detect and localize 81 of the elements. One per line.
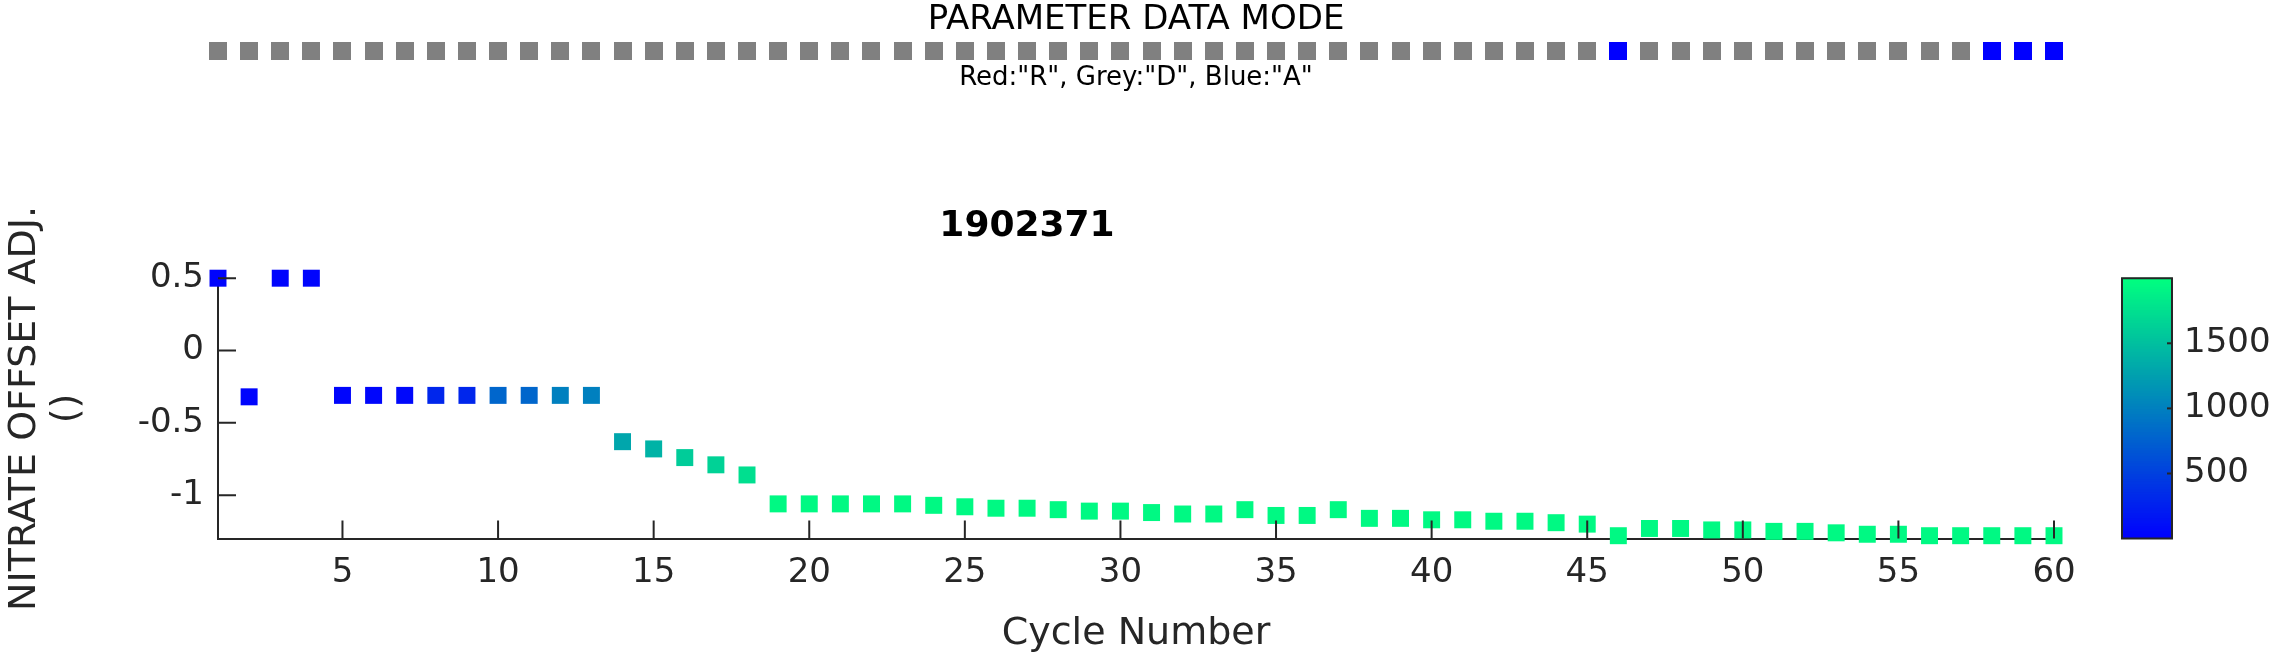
x-tick-label: 5: [331, 549, 354, 590]
point: [1298, 506, 1316, 524]
point: [240, 388, 258, 406]
point: [1796, 522, 1814, 540]
x-tick-label: 35: [1254, 549, 1298, 590]
point: [1018, 499, 1036, 517]
point: [333, 386, 351, 404]
point: [831, 495, 849, 513]
point: [987, 499, 1005, 517]
point: [1703, 521, 1721, 539]
x-tick-label: 30: [1098, 549, 1143, 590]
point: [1640, 519, 1658, 537]
text: Red:"R", Grey:"D", Blue:"A": [959, 60, 1313, 91]
point: [551, 386, 569, 404]
point: [769, 495, 787, 513]
point: [1516, 512, 1534, 530]
y-tick-label: 0.5: [149, 255, 204, 296]
point: [1205, 505, 1223, 523]
point: [1143, 504, 1161, 522]
x-tick-label: 10: [476, 549, 520, 590]
x-tick-label: 15: [632, 549, 676, 590]
point: [1858, 525, 1876, 543]
point: [302, 269, 320, 287]
x-tick-label: 25: [943, 549, 987, 590]
point: [1360, 509, 1378, 527]
x-tick-label: 20: [787, 549, 831, 590]
point: [1672, 519, 1690, 537]
x-axis-title: Cycle Number: [1001, 609, 1271, 654]
point: [1454, 511, 1472, 529]
point: [271, 269, 289, 287]
x-tick-label: 55: [1876, 549, 1921, 590]
point: [676, 449, 694, 467]
y-tick-label: -1: [170, 472, 204, 513]
point: [1765, 522, 1783, 540]
point: [863, 495, 880, 513]
color-bar-label: 1500: [2184, 320, 2271, 361]
x-tick-label: 40: [1409, 549, 1454, 590]
x-tick-label: 50: [1721, 549, 1765, 590]
x-tick-label: 45: [1565, 549, 1609, 590]
point: [1111, 502, 1129, 520]
point: [427, 386, 445, 404]
point: [956, 498, 974, 516]
chart-title: 1902371: [939, 202, 1115, 244]
point: [1921, 527, 1939, 545]
point: [1267, 506, 1285, 524]
point: [1392, 509, 1409, 527]
point: [1329, 501, 1347, 519]
point: [1485, 512, 1503, 530]
point: [489, 386, 507, 404]
point: [2014, 527, 2032, 545]
point: [1952, 527, 1970, 545]
point: [1983, 527, 2001, 545]
point: [1174, 505, 1192, 523]
text: PARAMETER DATA MODE: [927, 0, 1345, 37]
point: [707, 456, 725, 474]
point: [1609, 527, 1627, 545]
point: [925, 496, 943, 514]
point: [582, 386, 600, 404]
point: [894, 495, 912, 513]
point: [1049, 501, 1067, 519]
y-tick-label: -0.5: [137, 399, 204, 440]
point: [1236, 501, 1254, 519]
point: [365, 386, 383, 404]
point: [1827, 524, 1845, 542]
point: [396, 386, 414, 404]
point: [645, 440, 663, 458]
point: [800, 495, 818, 513]
point: [1080, 502, 1098, 520]
y-tick-label: 0: [182, 327, 204, 368]
point: [1889, 525, 1907, 543]
color-bar-label: 500: [2184, 450, 2249, 491]
point: [458, 386, 476, 404]
point: [1423, 511, 1441, 529]
point: [1547, 514, 1565, 532]
point: [520, 386, 538, 404]
point: [1578, 515, 1596, 533]
color-bar-label: 1000: [2184, 385, 2271, 426]
point: [614, 433, 632, 451]
y-axis-title: NITRATE OFFSET ADJ. (): [0, 205, 86, 611]
x-tick-label: 60: [2032, 549, 2076, 590]
point: [738, 466, 756, 484]
